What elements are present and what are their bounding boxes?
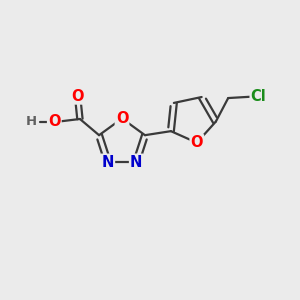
Text: Cl: Cl [250,89,266,104]
Text: O: O [48,114,61,129]
Text: O: O [116,111,128,126]
Text: O: O [71,88,84,104]
Text: N: N [130,155,142,170]
Text: N: N [102,155,114,170]
Text: O: O [190,135,203,150]
Text: H: H [26,116,37,128]
